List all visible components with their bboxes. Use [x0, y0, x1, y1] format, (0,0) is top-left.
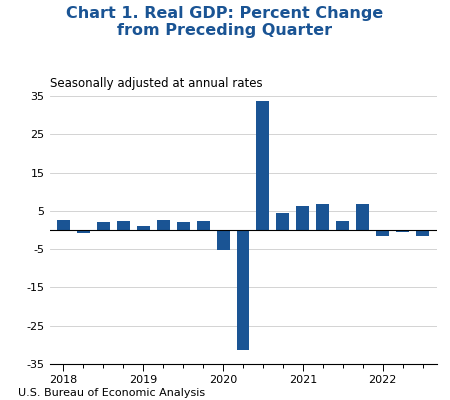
Bar: [77, 230, 90, 233]
Bar: [57, 220, 70, 230]
Bar: [237, 230, 249, 350]
Bar: [197, 221, 210, 230]
Bar: [316, 204, 329, 230]
Bar: [356, 204, 369, 230]
Bar: [177, 222, 189, 230]
Bar: [256, 100, 270, 230]
Bar: [157, 220, 170, 230]
Bar: [336, 221, 349, 230]
Text: Seasonally adjusted at annual rates: Seasonally adjusted at annual rates: [50, 77, 262, 90]
Bar: [396, 230, 409, 232]
Bar: [297, 206, 309, 230]
Text: Chart 1. Real GDP: Percent Change
from Preceding Quarter: Chart 1. Real GDP: Percent Change from P…: [67, 6, 383, 38]
Bar: [97, 222, 110, 230]
Bar: [376, 230, 389, 236]
Bar: [416, 230, 429, 236]
Bar: [137, 226, 150, 230]
Bar: [276, 213, 289, 230]
Bar: [216, 230, 230, 250]
Bar: [117, 221, 130, 230]
Text: U.S. Bureau of Economic Analysis: U.S. Bureau of Economic Analysis: [18, 388, 205, 398]
